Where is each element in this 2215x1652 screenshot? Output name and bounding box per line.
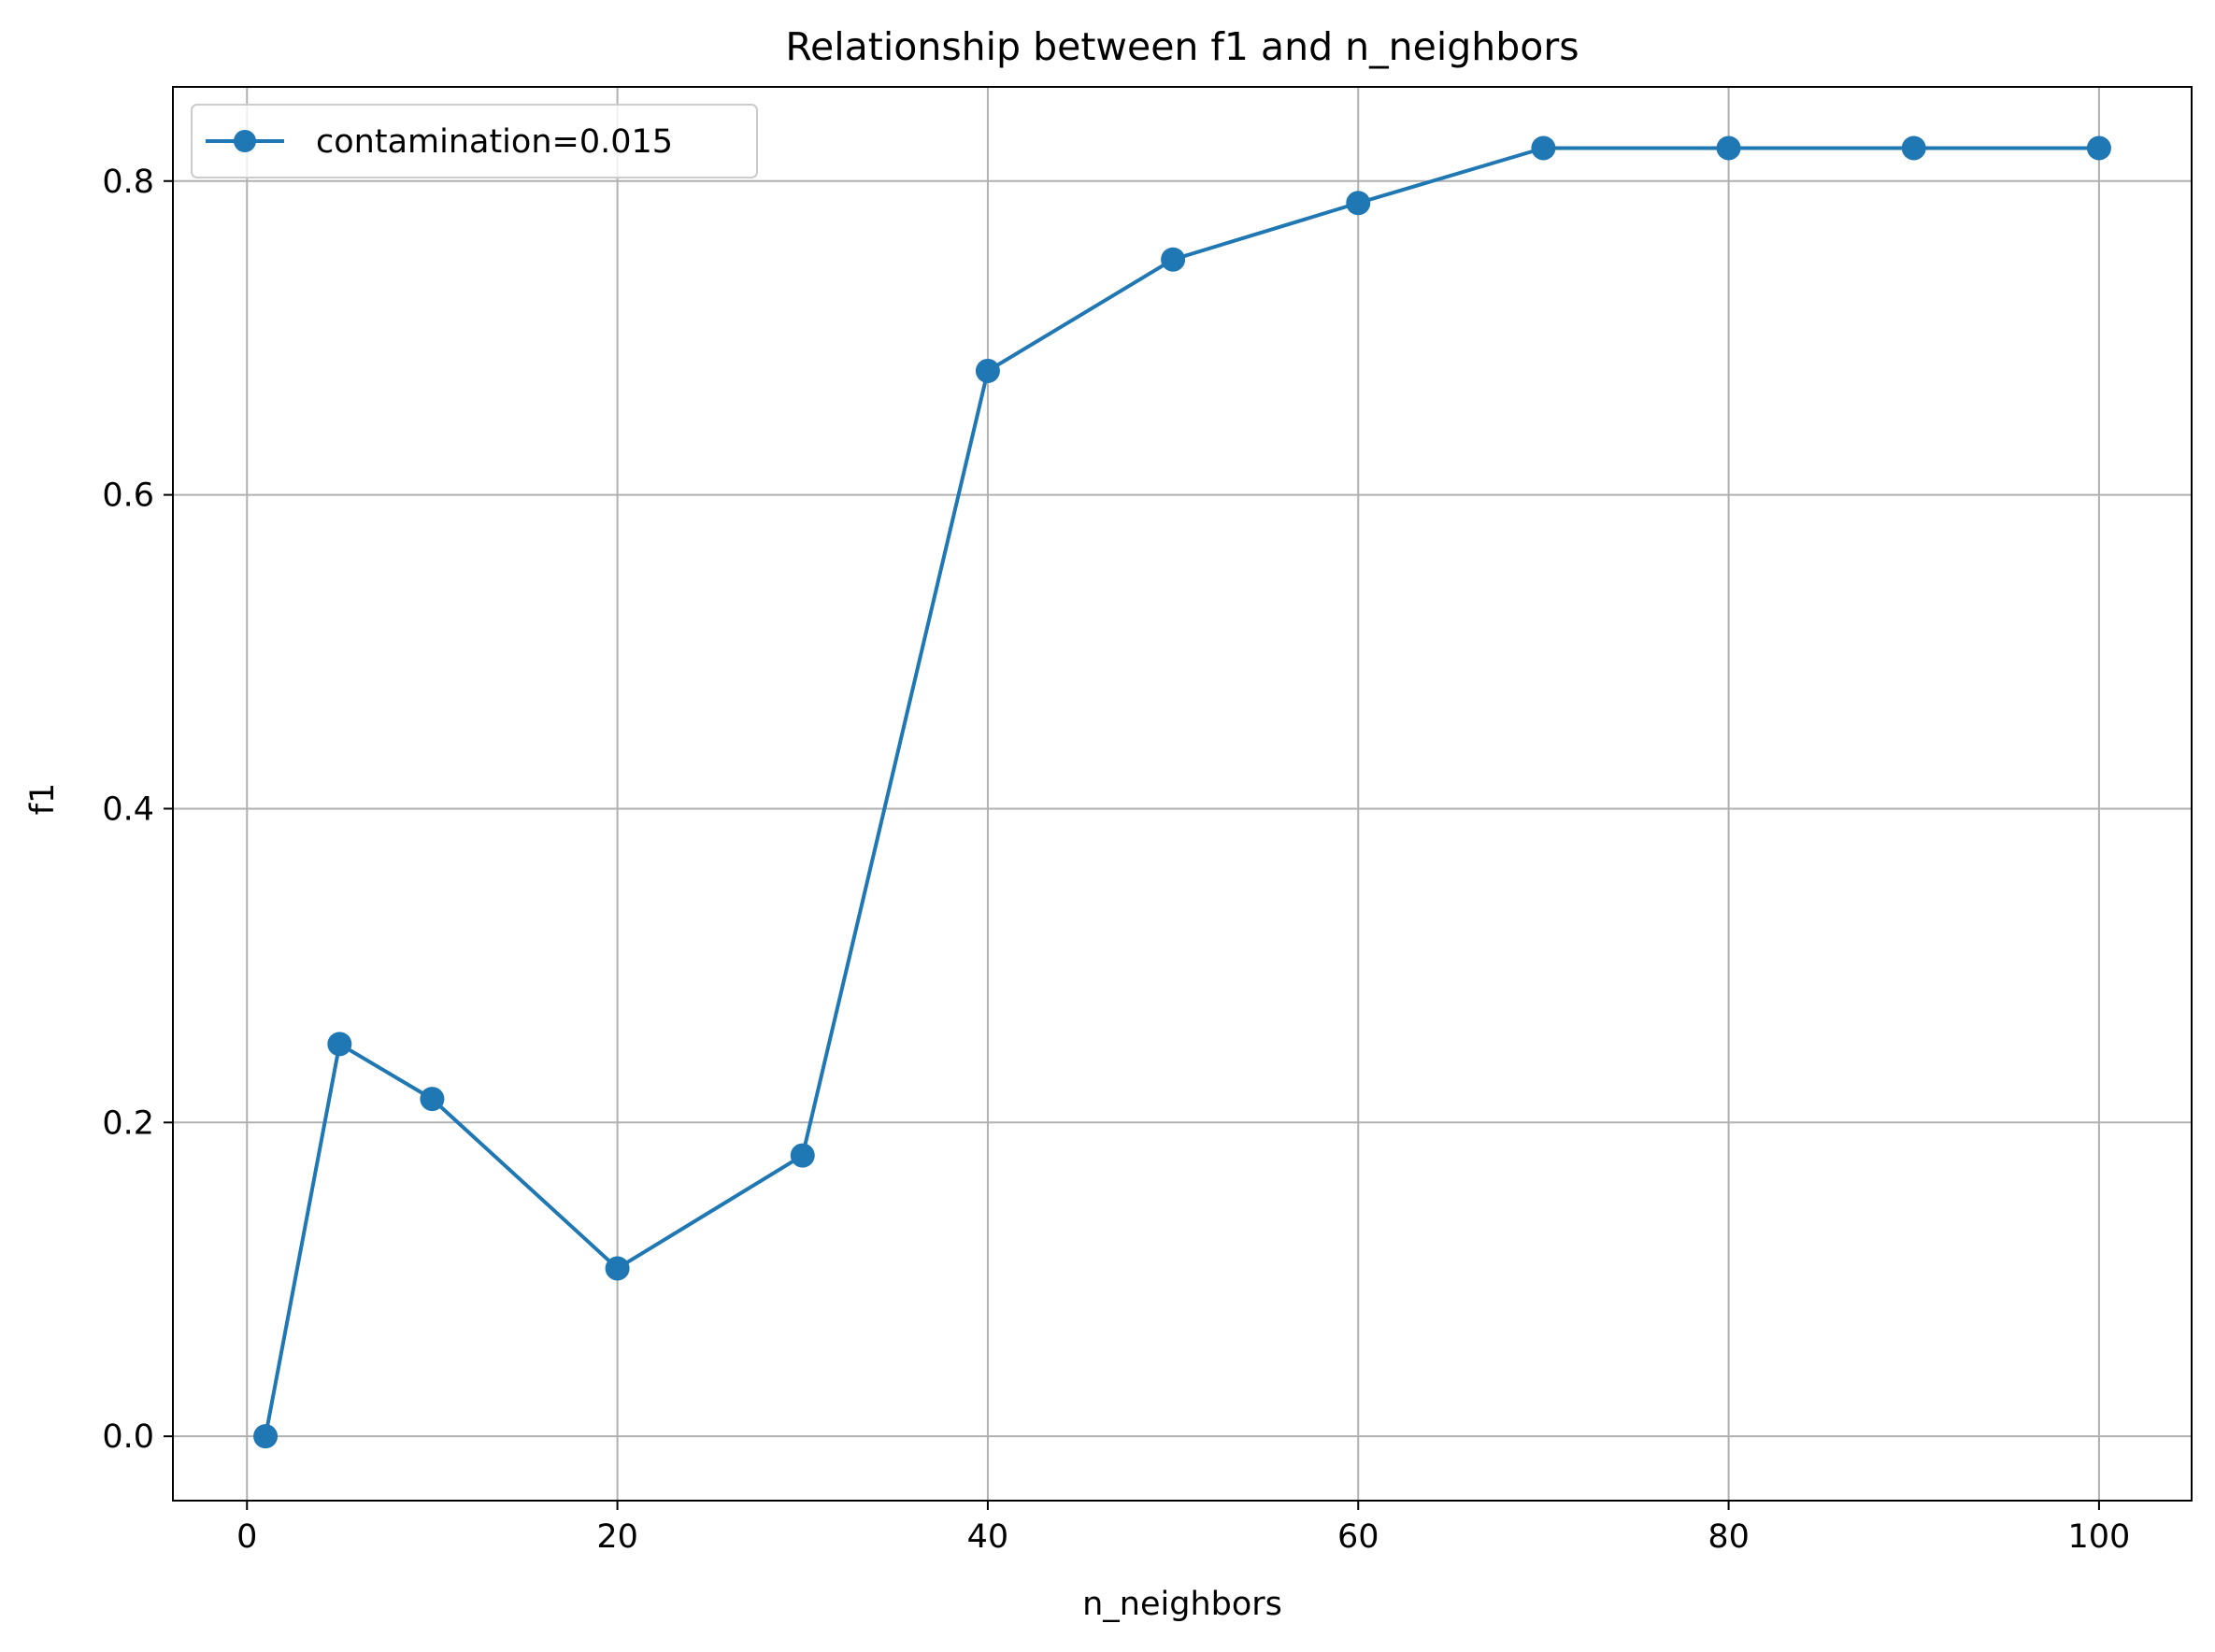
series-line: [264, 146, 2101, 1439]
data-point-marker: [2086, 135, 2111, 161]
x-tick-label: 0: [236, 1518, 257, 1556]
data-point-marker: [1716, 135, 1741, 161]
x-axis-label: n_neighbors: [1082, 1586, 1282, 1623]
chart-title: Relationship between f1 and n_neighbors: [785, 24, 1579, 69]
data-point-marker: [1346, 191, 1371, 216]
plot-area-frame: [172, 86, 2193, 1502]
x-tick-label: 20: [596, 1518, 638, 1556]
series-layer: [253, 135, 2111, 1449]
x-tick-label: 60: [1337, 1518, 1379, 1556]
x-tick-label: 40: [967, 1518, 1009, 1556]
data-point-marker: [790, 1143, 815, 1168]
legend-entry-label: contamination=0.015: [316, 123, 673, 161]
legend-marker-sample: [234, 130, 256, 152]
data-point-marker: [420, 1087, 445, 1112]
data-point-marker: [1531, 135, 1556, 161]
data-point-marker: [327, 1032, 352, 1057]
x-axis-ticks: 0 20 40 60 80 100: [236, 1501, 2130, 1556]
data-point-marker: [605, 1256, 630, 1281]
y-tick-label: 0.8: [102, 164, 154, 201]
data-point-marker: [253, 1424, 279, 1449]
data-point-marker: [1161, 247, 1186, 272]
x-tick-label: 80: [1708, 1518, 1750, 1556]
y-tick-label: 0.2: [102, 1104, 154, 1142]
y-tick-label: 0.4: [102, 790, 154, 828]
legend: contamination=0.015: [191, 104, 758, 178]
y-tick-label: 0.6: [102, 477, 154, 515]
y-axis-ticks: 0.0 0.2 0.4 0.6 0.8: [102, 164, 173, 1456]
grid-lines: [173, 87, 2192, 1501]
y-tick-label: 0.0: [102, 1418, 154, 1456]
data-point-marker: [1901, 135, 1926, 161]
x-tick-label: 100: [2068, 1518, 2131, 1556]
y-axis-label: f1: [24, 783, 62, 816]
data-point-marker: [975, 358, 1000, 383]
legend-box: [191, 104, 758, 178]
